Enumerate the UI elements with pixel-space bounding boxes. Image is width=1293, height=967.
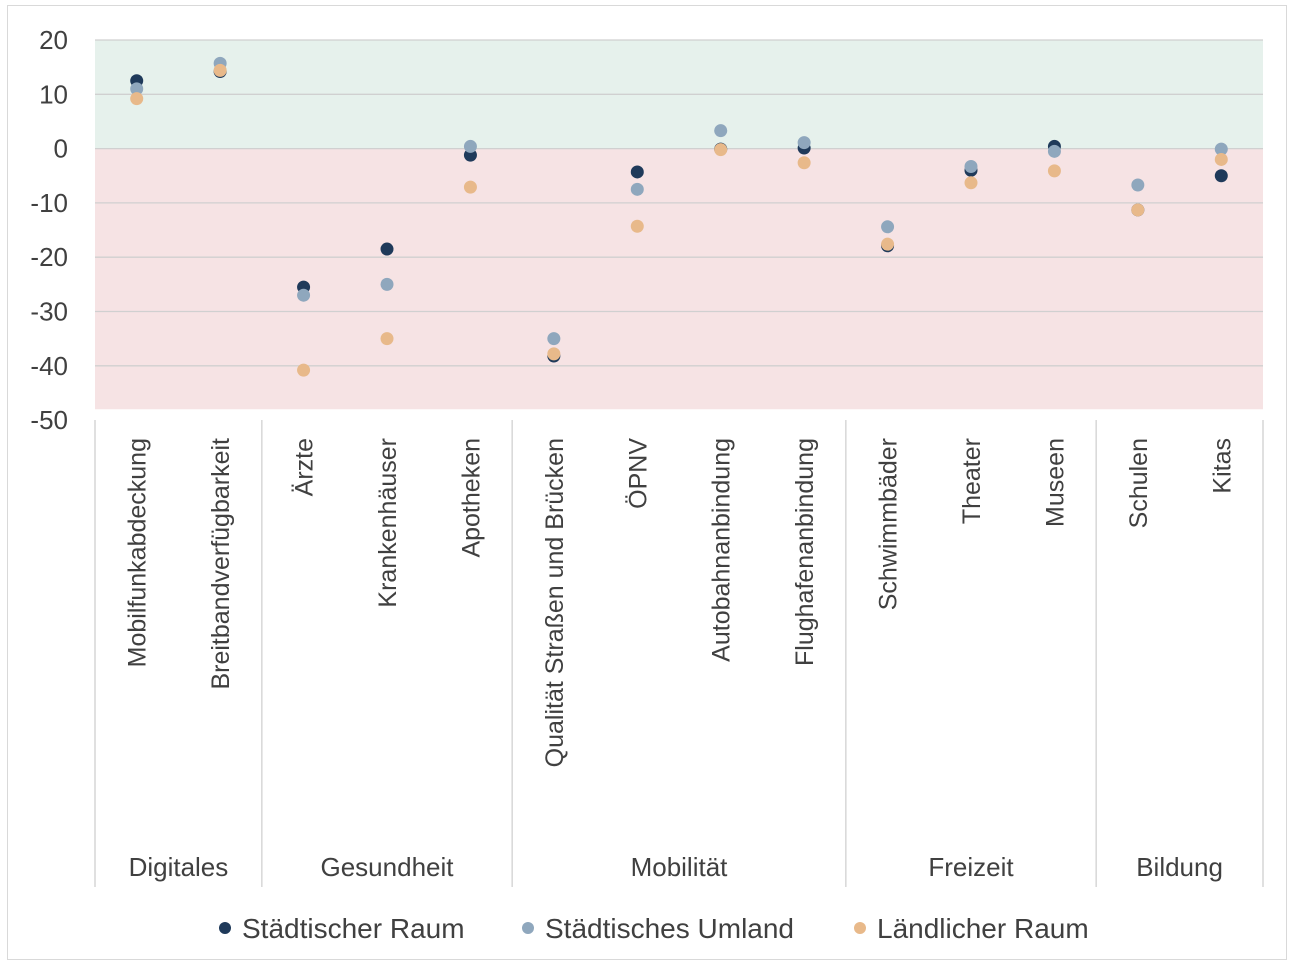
data-point-1-7 (714, 124, 728, 138)
group-label: Mobilität (631, 852, 729, 882)
data-point-1-13 (1214, 142, 1228, 156)
category-label: Apotheken (457, 438, 485, 558)
y-tick-label: -20 (30, 242, 68, 272)
data-point-1-8 (797, 136, 811, 150)
y-tick-label: 0 (54, 134, 68, 164)
data-point-2-2 (297, 363, 311, 377)
data-point-1-2 (297, 288, 311, 302)
group-label: Freizeit (928, 852, 1014, 882)
group-label: Bildung (1136, 852, 1223, 882)
y-tick-label: -10 (30, 188, 68, 218)
background-band-1 (95, 148, 1263, 410)
data-point-1-10 (964, 160, 978, 174)
category-label: Kitas (1208, 438, 1236, 494)
chart-frame (7, 5, 1287, 960)
data-point-2-10 (964, 176, 978, 190)
category-label: Qualität Straßen und Brücken (541, 438, 569, 767)
data-point-2-6 (630, 219, 644, 233)
data-point-2-4 (463, 180, 477, 194)
data-point-2-11 (1047, 164, 1061, 178)
data-point-1-0 (130, 82, 144, 96)
data-point-2-12 (1131, 203, 1145, 217)
data-point-2-13 (1214, 152, 1228, 166)
data-point-1-6 (630, 182, 644, 196)
legend: Städtischer Raum Städtisches Umland Ländli… (219, 913, 1089, 944)
data-point-2-0 (130, 92, 144, 106)
data-point-2-1 (213, 63, 227, 77)
category-label: Mobilfunkabdeckung (124, 438, 152, 667)
data-point-1-3 (380, 277, 394, 291)
category-label: Krankenhäuser (374, 438, 402, 608)
category-label: Autobahnanbindung (708, 438, 736, 662)
data-point-2-8 (797, 156, 811, 170)
y-tick-label: -30 (30, 297, 68, 327)
category-label: Schwimmbäder (875, 438, 903, 610)
group-label: Digitales (129, 852, 229, 882)
y-tick-label: -40 (30, 351, 68, 381)
legend-label: Städtisches Umland (545, 913, 794, 944)
category-label: Schulen (1125, 438, 1153, 528)
category-label: Flughafenanbindung (791, 438, 819, 666)
legend-label: Ländlicher Raum (877, 913, 1089, 944)
data-point-1-9 (881, 220, 895, 234)
data-point-1-4 (463, 139, 477, 153)
category-separators (94, 420, 1264, 887)
y-tick-label: -50 (30, 405, 68, 435)
legend-marker (854, 922, 866, 934)
category-labels: Mobilfunkabdeckung Breitbandverfügbarkeit… (124, 438, 1237, 768)
group-label: Gesundheit (321, 852, 455, 882)
y-axis-tick-labels: 20 10 0 -10 -20 -30 -40 -50 (30, 25, 68, 435)
data-point-0-6 (630, 165, 644, 179)
data-point-1-5 (547, 332, 561, 346)
data-point-2-9 (881, 237, 895, 251)
data-point-1-12 (1131, 178, 1145, 192)
data-points (130, 56, 1228, 377)
group-labels: Digitales Gesundheit Mobilität Freizeit Bild… (129, 852, 1223, 882)
category-label: Museen (1041, 438, 1069, 527)
data-point-0-3 (380, 242, 394, 256)
background-bands (95, 40, 1263, 410)
data-point-2-7 (714, 143, 728, 157)
gridlines (95, 39, 1263, 367)
legend-marker (219, 922, 231, 934)
y-tick-label: 20 (39, 25, 68, 55)
data-point-0-13 (1214, 169, 1228, 183)
data-point-1-11 (1047, 144, 1061, 158)
category-label: Theater (958, 438, 986, 524)
legend-marker (522, 922, 534, 934)
legend-label: Städtischer Raum (242, 913, 465, 944)
data-point-2-5 (547, 347, 561, 361)
category-label: Breitbandverfügbarkeit (207, 438, 235, 690)
category-label: ÖPNV (624, 438, 652, 509)
data-point-2-3 (380, 332, 394, 346)
category-label: Ärzte (291, 438, 319, 496)
y-tick-label: 10 (39, 79, 68, 109)
